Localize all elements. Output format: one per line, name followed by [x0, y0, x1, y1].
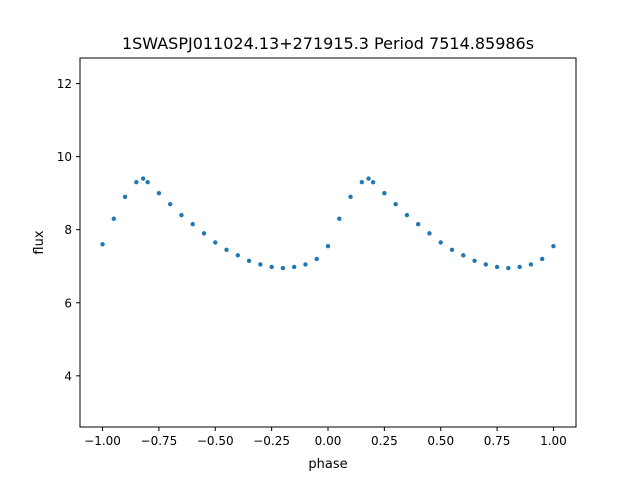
data-point: [348, 194, 353, 200]
x-axis-label: phase: [308, 457, 347, 472]
data-point: [224, 247, 229, 253]
data-point: [517, 264, 522, 270]
y-tick-label: 10: [57, 150, 72, 164]
data-point: [494, 264, 500, 270]
data-points: [100, 176, 556, 271]
data-point: [291, 264, 297, 270]
data-point: [201, 231, 207, 236]
y-tick-label: 4: [64, 369, 72, 383]
data-point: [551, 243, 556, 249]
data-point: [258, 262, 263, 267]
data-point: [100, 242, 105, 247]
y-axis-ticks: 4 6 8 10 12: [57, 77, 80, 383]
x-tick-label: −0.50: [197, 434, 234, 448]
data-point: [415, 222, 421, 227]
data-point: [314, 256, 319, 262]
data-point: [539, 256, 545, 262]
data-point: [303, 262, 308, 267]
data-point: [449, 247, 455, 253]
data-point: [235, 253, 241, 258]
data-point: [325, 243, 331, 249]
x-tick-label: 0.25: [371, 434, 398, 448]
y-tick-label: 8: [64, 223, 72, 237]
data-point: [179, 212, 184, 218]
data-point: [269, 264, 274, 270]
x-tick-label: 1.00: [540, 434, 567, 448]
data-point: [393, 201, 398, 207]
x-tick-label: 0.00: [315, 434, 342, 448]
y-axis-label: flux: [32, 230, 47, 254]
x-tick-label: 0.50: [427, 434, 454, 448]
data-point: [122, 194, 128, 200]
data-point: [370, 180, 376, 185]
data-point: [246, 258, 252, 263]
data-point: [359, 180, 365, 185]
data-point: [438, 240, 443, 245]
x-tick-label: 0.75: [484, 434, 511, 448]
data-point: [337, 216, 342, 221]
data-point: [382, 190, 387, 196]
chart-title: 1SWASPJ011024.13+271915.3 Period 7514.85…: [122, 34, 534, 53]
data-point: [167, 201, 173, 207]
data-point: [145, 180, 150, 185]
y-tick-label: 12: [57, 77, 72, 91]
data-point: [404, 212, 410, 218]
y-tick-label: 6: [64, 296, 72, 310]
data-point: [528, 262, 534, 267]
data-point: [472, 258, 477, 263]
data-point: [213, 240, 218, 245]
data-point: [140, 176, 146, 181]
x-tick-label: −1.00: [84, 434, 121, 448]
data-point: [461, 253, 466, 258]
data-point: [190, 222, 195, 227]
data-point: [134, 180, 139, 185]
data-point: [280, 265, 286, 271]
data-point: [156, 190, 162, 196]
data-point: [366, 176, 371, 181]
x-tick-label: −0.75: [141, 434, 178, 448]
data-point: [483, 262, 489, 267]
x-tick-label: −0.25: [253, 434, 290, 448]
x-axis-ticks: −1.00 −0.75 −0.50 −0.25 0.00 0.25 0.50 0.75 1.00: [84, 427, 567, 448]
data-point: [111, 216, 117, 221]
data-point: [427, 231, 432, 236]
data-point: [506, 265, 511, 271]
